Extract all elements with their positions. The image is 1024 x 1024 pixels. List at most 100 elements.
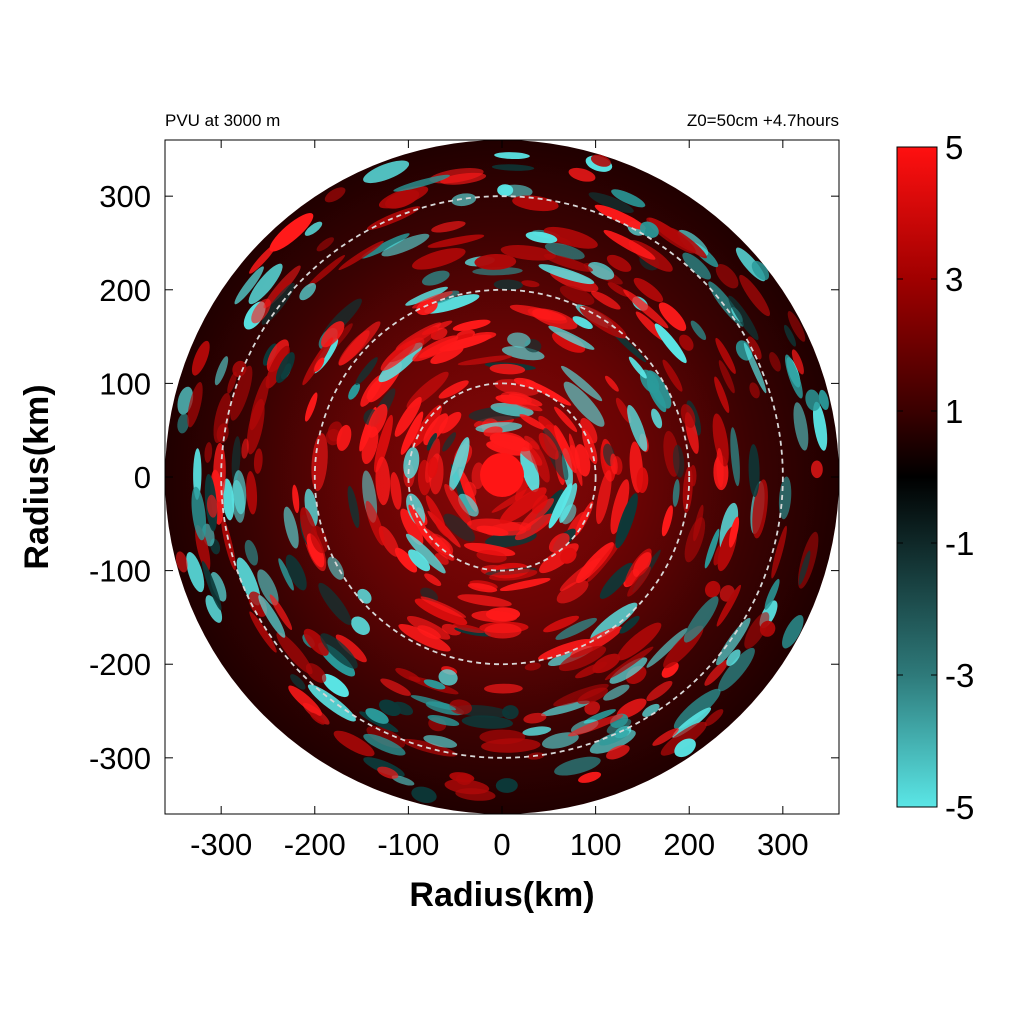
x-axis-label: Radius(km) [409, 876, 594, 914]
field-blob [658, 302, 687, 332]
field-blob [187, 381, 203, 428]
field-blob [394, 396, 422, 437]
field-blob [471, 610, 518, 623]
field-blob [338, 240, 384, 271]
reference-circle-100 [407, 382, 597, 572]
field-blob [206, 494, 218, 518]
field-blob [610, 453, 618, 475]
field-blob [769, 352, 781, 372]
field-blob [234, 266, 264, 305]
field-blob [673, 688, 721, 730]
field-blob [540, 700, 590, 717]
field-blob [391, 775, 415, 786]
field-blob [314, 357, 325, 372]
field-blob [290, 674, 306, 690]
field-blob [537, 639, 591, 660]
field-blob [599, 730, 630, 746]
field-blob [431, 533, 451, 552]
field-blob [783, 324, 797, 347]
chart-title-left: PVU at 3000 m [165, 111, 280, 130]
y-tick-label: -200 [89, 647, 151, 682]
field-blob [704, 580, 721, 598]
field-blob [683, 596, 719, 643]
field-blob [205, 595, 223, 623]
field-blob [554, 406, 578, 433]
field-blob [716, 584, 741, 627]
field-blob [303, 628, 329, 656]
field-blob [283, 506, 299, 549]
field-blob [292, 484, 300, 514]
field-blob [484, 623, 522, 639]
field-blob [310, 712, 325, 725]
reference-circle-300 [220, 195, 784, 759]
field-blob [272, 279, 291, 300]
field-blob [347, 485, 360, 528]
field-blob [509, 304, 567, 321]
field-blob [607, 282, 630, 297]
field-blob [748, 444, 760, 498]
field-blob [306, 533, 325, 568]
field-blob [249, 611, 277, 653]
field-blob [551, 331, 586, 353]
field-blob [771, 525, 787, 579]
field-blob [784, 354, 803, 399]
x-tick-label: 200 [663, 827, 715, 862]
field-blob [553, 683, 609, 707]
field-blob [430, 345, 464, 364]
field-blob [285, 554, 307, 591]
colorbar-tick-label: 1 [945, 393, 963, 430]
field-blob [175, 551, 188, 573]
x-tick-label: -300 [190, 827, 252, 862]
field-blob [438, 411, 462, 434]
field-blob [559, 645, 607, 672]
field-blob [251, 298, 271, 324]
field-blob [543, 226, 598, 249]
field-blob [543, 615, 580, 633]
field-blob [361, 233, 410, 259]
field-blob [764, 578, 780, 610]
x-tick-label: 100 [570, 827, 622, 862]
field-blob [366, 379, 382, 400]
field-blob [674, 738, 696, 758]
field-blob [363, 160, 410, 184]
field-blob [461, 715, 513, 729]
field-blob [743, 342, 767, 394]
field-blob [423, 413, 449, 446]
field-blob [548, 325, 595, 350]
field-blob [355, 357, 378, 386]
field-blob [541, 732, 579, 749]
field-blob [514, 513, 554, 541]
field-blob [411, 404, 443, 448]
field-blob [307, 255, 346, 288]
field-blob [378, 526, 400, 557]
field-blob [201, 560, 222, 611]
field-blob [365, 708, 389, 724]
field-blob [414, 598, 468, 626]
field-blob [333, 730, 375, 757]
field-blob [603, 684, 630, 701]
field-blob [616, 698, 647, 719]
field-blob [455, 773, 472, 785]
field-blob [559, 285, 595, 306]
field-blob [424, 573, 442, 587]
field-blob [348, 382, 361, 400]
field-blob [556, 580, 589, 604]
y-tick-label: 200 [99, 273, 151, 308]
field-blob [463, 542, 516, 557]
field-blob [458, 493, 479, 517]
field-blob [690, 320, 707, 341]
field-blob [554, 425, 577, 474]
field-blob [680, 404, 696, 428]
field-blob [590, 602, 638, 641]
y-axis-label: Radius(km) [18, 384, 56, 569]
field-blob [489, 363, 526, 375]
field-blob [500, 245, 556, 261]
field-blob [730, 427, 740, 487]
field-blob [380, 678, 411, 696]
field-blob [374, 414, 393, 473]
field-blob [739, 274, 771, 317]
field-blob [405, 533, 446, 574]
field-blob [588, 261, 615, 280]
heatmap-field [165, 140, 839, 814]
field-blob [320, 633, 358, 669]
